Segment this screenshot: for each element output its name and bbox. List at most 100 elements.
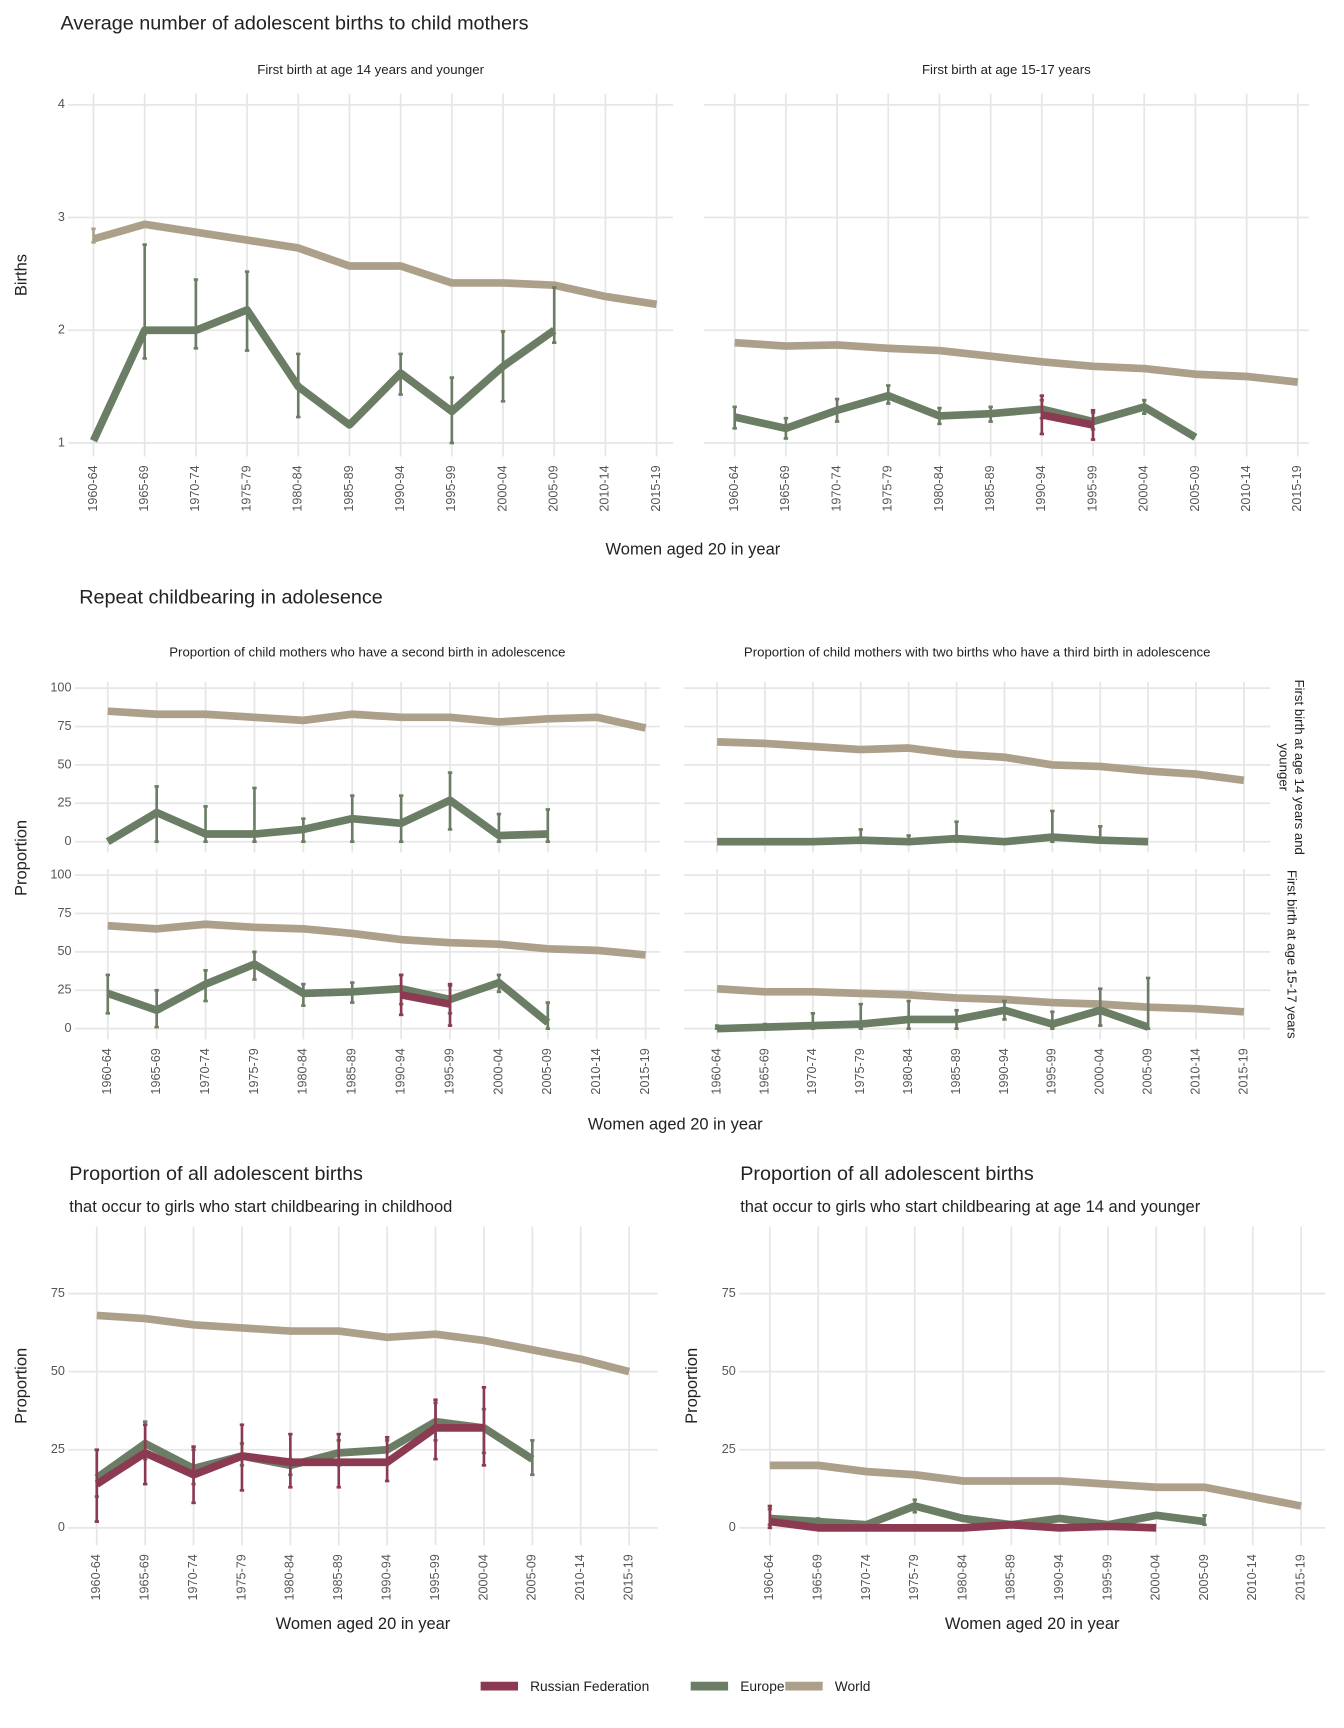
x-tick-label: 2015-19 xyxy=(1290,465,1304,511)
series-line xyxy=(105,796,548,846)
error-bar xyxy=(398,794,404,844)
y-tick-label: 25 xyxy=(57,983,71,997)
x-tick-label: 1985-89 xyxy=(1004,1554,1018,1600)
error-bar xyxy=(203,968,208,1003)
error-bar xyxy=(252,786,257,844)
error-bar xyxy=(912,1498,917,1514)
error-bar xyxy=(433,1398,438,1461)
x-tick-label: 2005-09 xyxy=(525,1554,539,1600)
error-bar xyxy=(296,352,301,419)
error-bar xyxy=(500,330,506,403)
error-bar xyxy=(988,405,993,423)
series-line xyxy=(1041,411,1094,429)
x-tick-label: 1960-64 xyxy=(762,1554,776,1600)
legend-label: Russian Federation xyxy=(530,1679,649,1694)
x-tick-label: 2010-14 xyxy=(598,465,612,511)
error-bar xyxy=(203,805,208,844)
x-tick-label: 1995-99 xyxy=(1045,1048,1059,1094)
y-tick-label: 25 xyxy=(722,1442,736,1456)
error-bar xyxy=(447,771,453,831)
error-bar xyxy=(1142,398,1147,415)
x-tick-label: 1995-99 xyxy=(428,1554,442,1600)
legend-swatch xyxy=(785,1681,823,1691)
x-tick-label: 1980-84 xyxy=(901,1048,915,1094)
error-bar xyxy=(384,1435,390,1483)
x-tick-label: 1985-89 xyxy=(345,1048,359,1094)
x-tick-label: 1995-99 xyxy=(444,465,458,511)
error-bar xyxy=(191,1445,196,1505)
x-tick-label: 2010-14 xyxy=(573,1554,587,1600)
y-tick-label: 75 xyxy=(722,1286,736,1300)
x-axis-label: Women aged 20 in year xyxy=(606,540,781,558)
strip-label-box: First birth at age 14 years and younger xyxy=(1276,679,1308,855)
x-tick-label: 1990-94 xyxy=(393,1048,407,1094)
x-tick-label: 1965-69 xyxy=(757,1048,771,1094)
error-bar xyxy=(906,834,911,844)
y-tick-label: 2 xyxy=(58,323,65,337)
error-bar xyxy=(937,406,942,426)
section-title: Average number of adolescent births to c… xyxy=(60,13,528,35)
panel-title: First birth at age 14 years and younger xyxy=(257,61,484,78)
y-tick-label: 75 xyxy=(57,906,71,920)
y-tick-label: 0 xyxy=(64,1021,71,1035)
error-bar xyxy=(244,270,250,352)
x-tick-label: 1970-74 xyxy=(186,1554,200,1600)
x-tick-label: 1985-89 xyxy=(983,465,997,511)
x-tick-label: 1980-84 xyxy=(283,1554,297,1600)
x-tick-label: 1985-89 xyxy=(331,1554,345,1600)
panel-title-box: First birth at age 14 years and younger xyxy=(257,61,484,78)
error-bar xyxy=(94,1448,99,1523)
y-tick-label: 25 xyxy=(51,1442,65,1456)
series-line xyxy=(107,920,646,959)
error-bar xyxy=(762,1022,768,1030)
series-line xyxy=(717,833,1149,846)
error-bar xyxy=(105,973,110,1015)
error-bar xyxy=(530,1439,535,1477)
error-bar xyxy=(545,808,551,844)
error-bar xyxy=(1050,809,1055,844)
error-bar xyxy=(858,828,863,844)
x-tick-label: 2000-04 xyxy=(1093,1048,1107,1094)
x-tick-label: 1990-94 xyxy=(379,1554,393,1600)
strip-label: First birth at age 14 years and younger xyxy=(1276,679,1308,855)
x-tick-label: 1985-89 xyxy=(949,1048,963,1094)
x-tick-label: 1960-64 xyxy=(727,465,741,511)
error-bar xyxy=(545,1001,551,1030)
legend-label: Europe xyxy=(740,1679,785,1694)
panel-title: Proportion of all adolescent births xyxy=(69,1163,363,1185)
error-bar xyxy=(954,820,959,844)
y-axis-label: Proportion xyxy=(12,820,30,896)
error-bar xyxy=(447,982,453,1027)
x-tick-label: 2000-04 xyxy=(491,1048,505,1094)
error-bar xyxy=(154,785,159,844)
x-tick-label: 1995-99 xyxy=(1085,465,1099,511)
error-bar xyxy=(91,227,96,244)
error-bar xyxy=(886,384,891,405)
series-line xyxy=(769,1502,1206,1529)
x-tick-label: 2005-09 xyxy=(547,465,561,511)
section-title: Repeat childbearing in adolesence xyxy=(79,587,383,609)
x-tick-label: 1960-64 xyxy=(100,1048,114,1094)
x-tick-label: 2010-14 xyxy=(589,1048,603,1094)
error-bar xyxy=(732,405,737,430)
x-tick-label: 1980-84 xyxy=(955,1554,969,1600)
series-line xyxy=(716,1006,1150,1033)
x-tick-label: 2010-14 xyxy=(1245,1554,1259,1600)
y-axis-label: Proportion xyxy=(12,1348,30,1424)
panel-title: Proportion of child mothers who have a s… xyxy=(169,644,566,660)
x-tick-label: 1960-64 xyxy=(89,1554,103,1600)
error-bar xyxy=(552,286,557,344)
series-line xyxy=(96,1311,631,1376)
error-bar xyxy=(1050,1010,1055,1030)
series-line xyxy=(107,707,647,732)
error-bar xyxy=(1098,825,1103,844)
y-tick-label: 1 xyxy=(58,435,65,449)
panel-title-box: Proportion of child mothers who have a s… xyxy=(169,644,566,660)
panel-title: Proportion of all adolescent births xyxy=(740,1163,1034,1185)
error-bar xyxy=(301,817,306,844)
series-line xyxy=(92,220,658,309)
error-bar xyxy=(834,397,840,423)
series-line xyxy=(734,338,1299,386)
x-tick-label: 2015-19 xyxy=(649,465,663,511)
